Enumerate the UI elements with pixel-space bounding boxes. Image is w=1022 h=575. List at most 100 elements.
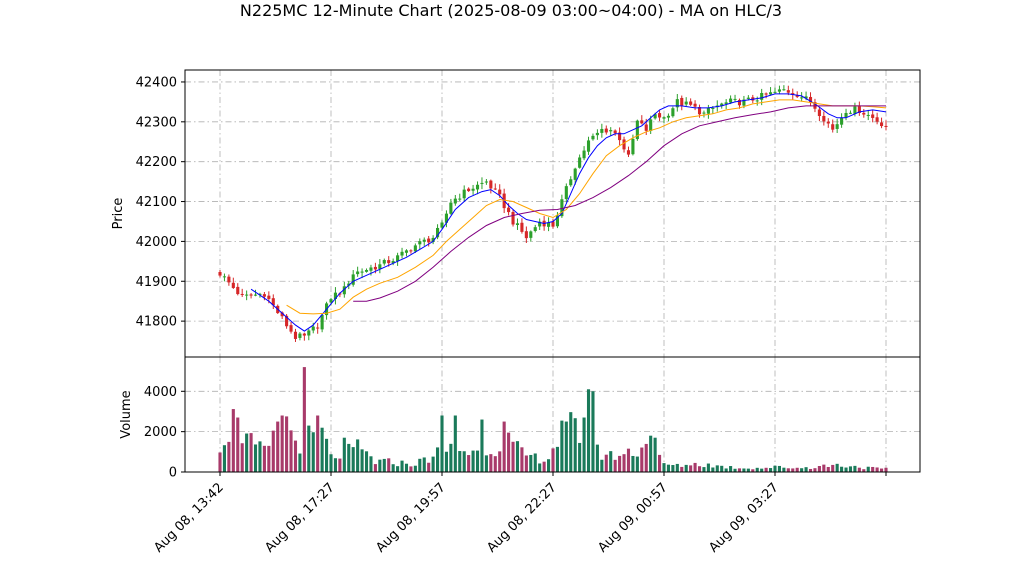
- volume-bar: [604, 454, 608, 472]
- candle-body: [396, 255, 400, 262]
- volume-bar: [795, 467, 799, 472]
- volume-bar: [853, 465, 857, 472]
- price-tick-label: 42200: [136, 155, 177, 170]
- volume-bar: [364, 451, 369, 472]
- volume-bar: [360, 449, 364, 472]
- volume-bar: [737, 468, 742, 472]
- volume-bar: [813, 468, 817, 472]
- volume-bar: [626, 448, 631, 472]
- candle-body: [231, 282, 235, 288]
- candle-body: [857, 106, 861, 113]
- volume-bar: [520, 447, 524, 472]
- volume-bar: [222, 445, 226, 472]
- candle-body: [782, 89, 786, 91]
- candle-body: [418, 241, 422, 245]
- volume-bar: [498, 451, 502, 472]
- volume-bar: [733, 468, 737, 472]
- volume-axis-label: Volume: [119, 390, 134, 438]
- volume-bar: [245, 433, 249, 472]
- volume-bar: [848, 466, 853, 472]
- candle-body: [769, 92, 773, 95]
- candle-body: [427, 238, 431, 243]
- volume-bar: [791, 468, 795, 472]
- candle-body: [817, 109, 821, 117]
- candle-body: [569, 179, 573, 186]
- candle-body: [387, 260, 391, 264]
- candle-body: [222, 276, 226, 278]
- candle-body: [311, 326, 315, 331]
- candle-body: [373, 266, 377, 270]
- price-tick-label: 41800: [136, 315, 177, 330]
- volume-bar: [706, 463, 710, 472]
- candle-body: [573, 168, 577, 180]
- volume-bar: [573, 418, 577, 472]
- x-tick-label: Aug 08, 17:27: [262, 480, 338, 556]
- candle-body: [618, 132, 622, 141]
- candle-body: [635, 120, 639, 140]
- candle-body: [236, 286, 240, 295]
- volume-bar: [586, 389, 591, 472]
- candle-body: [733, 98, 737, 100]
- candle-body: [702, 112, 706, 114]
- volume-bar: [267, 445, 271, 472]
- candle-body: [697, 107, 702, 115]
- volume-bar: [462, 451, 466, 472]
- candle-body: [866, 114, 870, 116]
- candle-body: [631, 138, 635, 155]
- volume-bar: [511, 441, 515, 472]
- candle-body: [853, 106, 857, 114]
- x-tick-label: Aug 08, 22:27: [484, 480, 560, 556]
- candle-body: [675, 99, 679, 108]
- candle-body: [333, 292, 337, 299]
- price-gridlines: [185, 70, 920, 357]
- candle-body: [391, 261, 395, 264]
- candle-body: [458, 198, 462, 200]
- volume-bar: [764, 467, 768, 472]
- price-tick-label: 42100: [136, 195, 177, 210]
- volume-bar: [866, 466, 870, 472]
- candle-body: [364, 269, 369, 272]
- candle-body: [382, 260, 386, 264]
- volume-bar: [458, 451, 462, 472]
- candle-body: [285, 315, 289, 327]
- x-tick-label: Aug 08, 19:57: [373, 480, 449, 556]
- volume-bar: [258, 441, 262, 472]
- volume-bar: [240, 443, 244, 472]
- price-axis-label: Price: [111, 198, 126, 230]
- volume-bar: [786, 468, 790, 472]
- volume-bar: [578, 442, 582, 472]
- volume-bar: [822, 464, 826, 472]
- candle-body: [764, 93, 768, 95]
- volume-bar: [613, 459, 617, 472]
- volume-bar: [404, 463, 409, 472]
- volume-bar: [480, 419, 484, 472]
- volume-bar: [862, 469, 866, 472]
- volume-bar: [609, 451, 613, 472]
- candle-body: [737, 99, 742, 106]
- volume-bar: [826, 466, 830, 472]
- volume-bar: [444, 451, 448, 472]
- chart-title: N225MC 12-Minute Chart (2025-08-09 03:00…: [239, 1, 783, 20]
- volume-bar: [538, 463, 542, 472]
- candle-body: [529, 231, 533, 238]
- volume-bar: [333, 458, 337, 472]
- volume-bar: [524, 455, 528, 472]
- volume-bar: [329, 454, 333, 472]
- candle-body: [848, 112, 853, 114]
- candle-body: [320, 314, 324, 330]
- volume-bar: [631, 455, 635, 472]
- moving-average-lines: [250, 93, 887, 332]
- candle-body: [560, 199, 564, 217]
- candle-body: [356, 271, 360, 275]
- volume-bar: [720, 465, 724, 472]
- candle-body: [378, 264, 382, 269]
- volume-bar: [529, 454, 533, 472]
- candle-body: [586, 140, 591, 152]
- volume-bar: [671, 465, 675, 472]
- candle-body: [658, 113, 662, 118]
- candle-body: [613, 130, 617, 134]
- volume-bar: [817, 466, 821, 472]
- candle-body: [582, 150, 586, 159]
- candle-body: [515, 223, 520, 226]
- candle-body: [489, 180, 493, 189]
